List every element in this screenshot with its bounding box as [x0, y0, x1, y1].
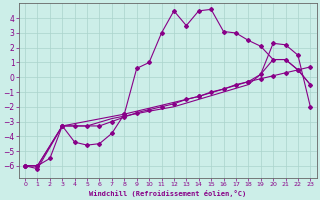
X-axis label: Windchill (Refroidissement éolien,°C): Windchill (Refroidissement éolien,°C) — [89, 190, 246, 197]
